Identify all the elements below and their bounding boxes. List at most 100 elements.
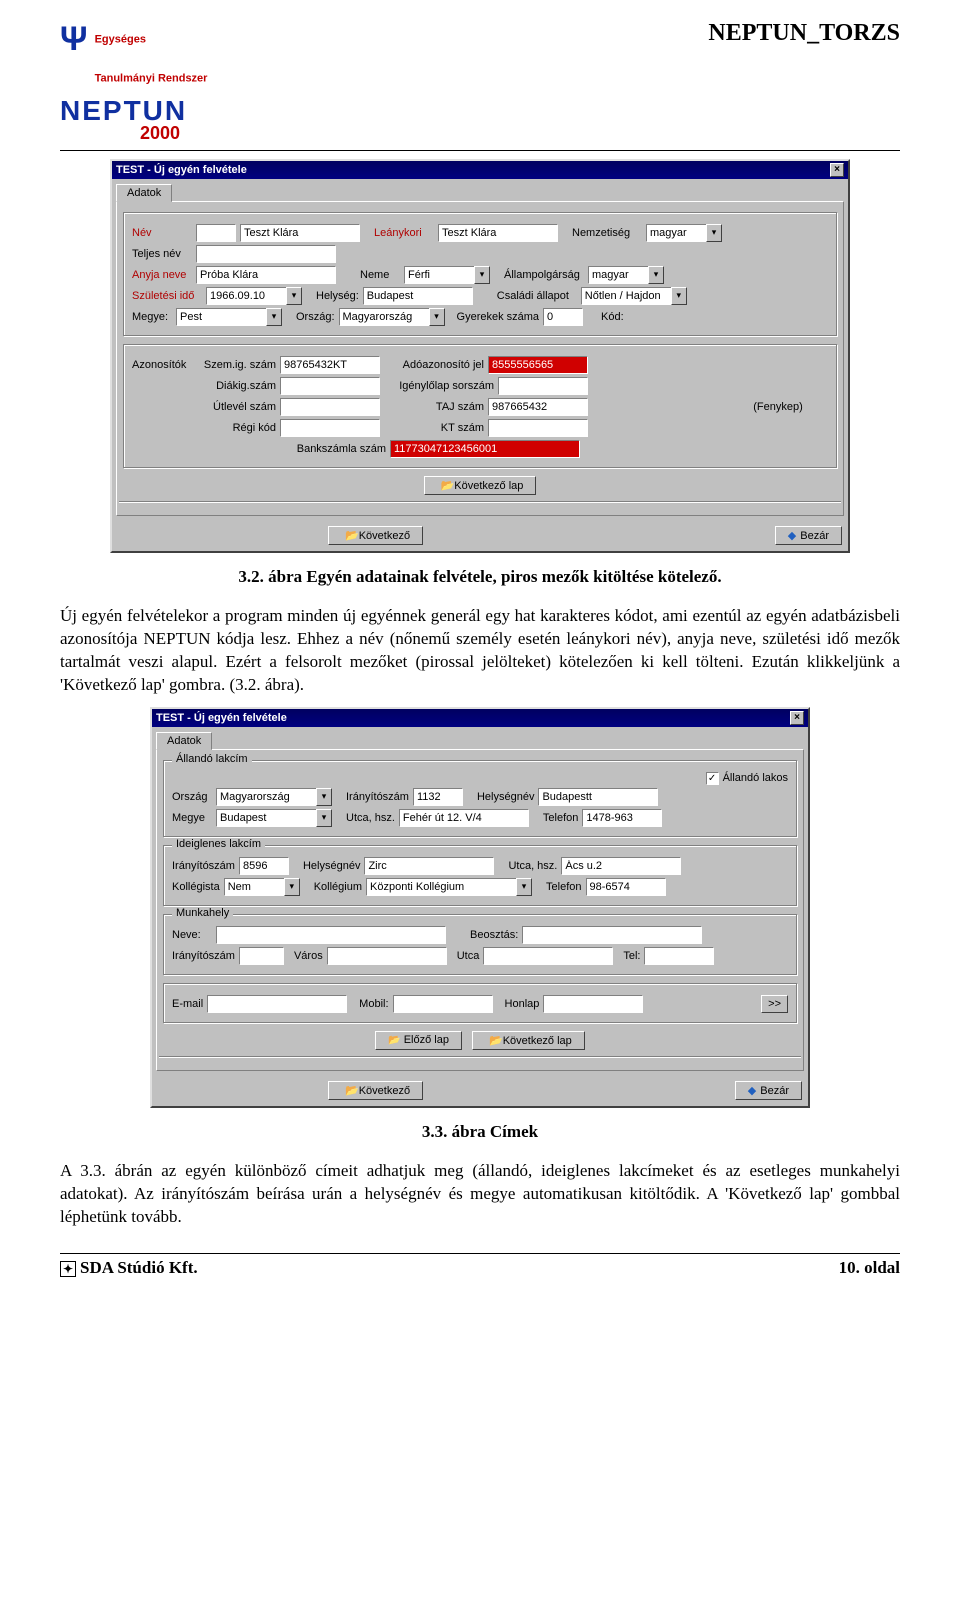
megye-combo[interactable]: ▾	[176, 308, 282, 326]
chevron-down-icon[interactable]: ▾	[516, 878, 532, 896]
orszag2-combo[interactable]: ▾	[216, 788, 332, 806]
neme-combo[interactable]: ▾	[404, 266, 490, 284]
nev-input[interactable]	[240, 224, 360, 242]
helysegnev1-input[interactable]	[538, 788, 658, 806]
adoazonosito-input[interactable]	[488, 356, 588, 374]
chevron-down-icon[interactable]: ▾	[284, 878, 300, 896]
titlebar-1: TEST - Új egyén felvétele ×	[112, 161, 848, 179]
orszag-combo[interactable]: ▾	[339, 308, 445, 326]
szemig-input[interactable]	[280, 356, 380, 374]
kt-input[interactable]	[488, 419, 588, 437]
regikod-input[interactable]	[280, 419, 380, 437]
logo-block: Ψ Egységes Ψ Tanulmányi Rendszer NEPTUN …	[60, 20, 207, 144]
chevron-down-icon[interactable]: ▾	[706, 224, 722, 242]
kovetkezolap-button-2[interactable]: Következő lap	[472, 1031, 585, 1050]
bezar-button-2[interactable]: ◆Bezár	[735, 1081, 802, 1100]
csaladiallapot-input[interactable]	[581, 287, 671, 305]
chevron-down-icon[interactable]: ▾	[316, 809, 332, 827]
munkahely-neve-input[interactable]	[216, 926, 446, 944]
szuletesiido-input[interactable]	[206, 287, 286, 305]
bankszamla-input[interactable]	[390, 440, 580, 458]
label-kollegista: Kollégista	[172, 881, 220, 893]
allampolgarsag-input[interactable]	[588, 266, 648, 284]
utlevel-input[interactable]	[280, 398, 380, 416]
caption-2: 3.3. ábra Címek	[60, 1122, 900, 1142]
orszag2-input[interactable]	[216, 788, 316, 806]
close-icon[interactable]: ×	[830, 163, 844, 177]
taj-input[interactable]	[488, 398, 588, 416]
tabbar-1: Adatok	[112, 179, 848, 201]
helysegnev2-input[interactable]	[364, 857, 494, 875]
nev-prefix-input[interactable]	[196, 224, 236, 242]
more-button[interactable]: >>	[761, 995, 788, 1013]
kovetkezo-button-1[interactable]: Következő	[328, 526, 423, 545]
allandolakos-checkbox[interactable]: ✓	[706, 772, 719, 785]
tab-adatok-1[interactable]: Adatok	[116, 184, 172, 202]
chevron-down-icon[interactable]: ▾	[266, 308, 282, 326]
chevron-down-icon[interactable]: ▾	[474, 266, 490, 284]
telefon1-input[interactable]	[582, 809, 662, 827]
kollegista-input[interactable]	[224, 878, 284, 896]
elozolap-button[interactable]: 📂 Előző lap	[375, 1031, 462, 1050]
separator-2	[159, 1056, 801, 1058]
honlap-input[interactable]	[543, 995, 643, 1013]
close-icon[interactable]: ×	[790, 711, 804, 725]
chevron-down-icon[interactable]: ▾	[286, 287, 302, 305]
orszag-input[interactable]	[339, 308, 429, 326]
label-igenylolap: Igénylőlap sorszám	[394, 380, 494, 392]
nemzetiseg-combo[interactable]: ▾	[646, 224, 722, 242]
footer-company: SDA Stúdió Kft.	[80, 1258, 198, 1277]
diakig-input[interactable]	[280, 377, 380, 395]
chevron-down-icon[interactable]: ▾	[671, 287, 687, 305]
utcahsz2-input[interactable]	[561, 857, 681, 875]
kovetkezolap-button-1[interactable]: Következő lap	[424, 476, 537, 495]
varos-input[interactable]	[327, 947, 447, 965]
helyseg-input[interactable]	[363, 287, 473, 305]
telefon2-input[interactable]	[586, 878, 666, 896]
leanykori-input[interactable]	[438, 224, 558, 242]
beosztas-input[interactable]	[522, 926, 702, 944]
irsz1-input[interactable]	[413, 788, 463, 806]
szuletesiido-combo[interactable]: ▾	[206, 287, 302, 305]
chevron-down-icon[interactable]: ▾	[316, 788, 332, 806]
label-neme: Neme	[360, 269, 400, 281]
nemzetiseg-input[interactable]	[646, 224, 706, 242]
label-azonositok: Azonosítók	[132, 359, 192, 371]
legend-allando: Állandó lakcím	[172, 753, 252, 765]
tel-input[interactable]	[644, 947, 714, 965]
label-neve: Neve:	[172, 929, 212, 941]
label-helysegnev2: Helységnév	[303, 860, 360, 872]
neme-input[interactable]	[404, 266, 474, 284]
megye2-input[interactable]	[216, 809, 316, 827]
label-mobil: Mobil:	[359, 998, 388, 1010]
irsz2-input[interactable]	[239, 857, 289, 875]
label-csaladiallapot: Családi állapot	[497, 290, 577, 302]
kovetkezo-button-2[interactable]: Következő	[328, 1081, 423, 1100]
gyerekek-input[interactable]	[543, 308, 583, 326]
page-footer: ✦SDA Stúdió Kft. 10. oldal	[60, 1253, 900, 1278]
kollegium-input[interactable]	[366, 878, 516, 896]
mobil-input[interactable]	[393, 995, 493, 1013]
utca-input[interactable]	[483, 947, 613, 965]
kollegium-combo[interactable]: ▾	[366, 878, 532, 896]
megye2-combo[interactable]: ▾	[216, 809, 332, 827]
photo-placeholder: (Fenykep)	[728, 353, 828, 461]
igenylolap-input[interactable]	[498, 377, 588, 395]
anyjaneve-input[interactable]	[196, 266, 336, 284]
csaladiallapot-combo[interactable]: ▾	[581, 287, 687, 305]
allampolgarsag-combo[interactable]: ▾	[588, 266, 664, 284]
kollegista-combo[interactable]: ▾	[224, 878, 300, 896]
bezar-button-1[interactable]: ◆Bezár	[775, 526, 842, 545]
kovetkezo-label: Következő	[359, 530, 410, 542]
megye-input[interactable]	[176, 308, 266, 326]
irsz3-input[interactable]	[239, 947, 284, 965]
teljesnev-input[interactable]	[196, 245, 336, 263]
chevron-down-icon[interactable]: ▾	[648, 266, 664, 284]
email-input[interactable]	[207, 995, 347, 1013]
utcahsz1-input[interactable]	[399, 809, 529, 827]
document-title: NEPTUN_TORZS	[708, 20, 900, 47]
tab-adatok-2[interactable]: Adatok	[156, 732, 212, 750]
label-email: E-mail	[172, 998, 203, 1010]
titlebar-2: TEST - Új egyén felvétele ×	[152, 709, 808, 727]
chevron-down-icon[interactable]: ▾	[429, 308, 445, 326]
